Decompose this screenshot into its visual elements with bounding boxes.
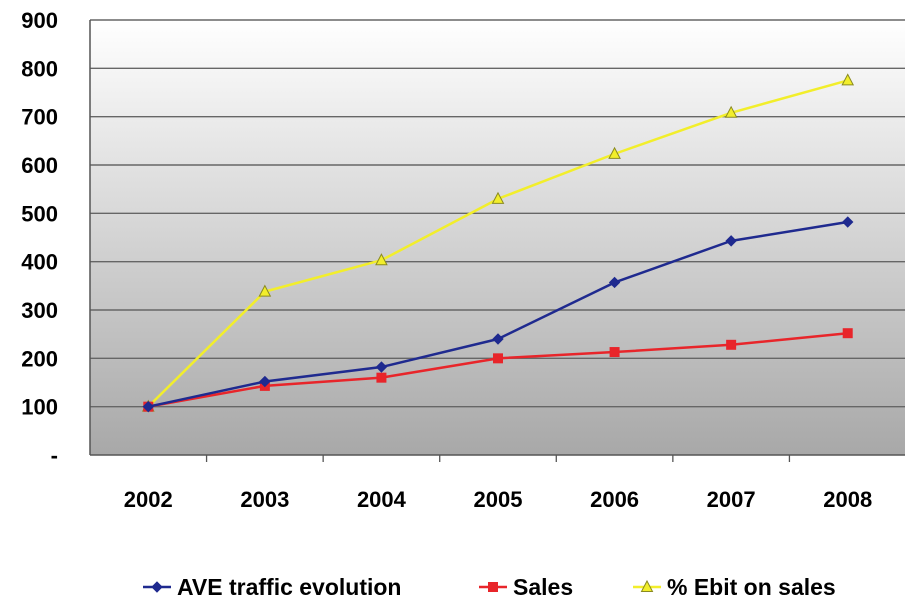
x-tick-label: 2004 [357, 487, 407, 512]
data-point [608, 146, 621, 159]
data-point [725, 235, 737, 247]
x-tick-label: 2008 [823, 487, 872, 512]
y-tick-label: 300 [21, 298, 58, 323]
data-point [608, 276, 621, 289]
data-point [842, 216, 854, 228]
data-point [841, 73, 855, 86]
data-point [142, 400, 154, 413]
y-tick-label: 200 [21, 346, 58, 371]
y-tick-label: 700 [21, 105, 58, 130]
legend-marker [151, 581, 163, 593]
data-point [609, 347, 620, 358]
legend-label: AVE traffic evolution [177, 574, 402, 600]
legend-label: Sales [513, 574, 573, 600]
data-point [375, 253, 388, 266]
x-tick-label: 2002 [124, 487, 173, 512]
x-tick-label: 2006 [590, 487, 639, 512]
axes [89, 20, 905, 462]
series-ave-traffic-evolution [142, 216, 854, 413]
data-point [724, 105, 738, 118]
legend-label: % Ebit on sales [667, 574, 836, 600]
series-ebit-on-sales [141, 73, 855, 412]
x-tick-label: 2005 [474, 487, 523, 512]
legend: AVE traffic evolution Sales % Ebit on sale… [143, 574, 836, 600]
y-tick-label: - [51, 443, 58, 468]
y-tick-label: 400 [21, 250, 58, 275]
x-tick-label: 2003 [240, 487, 289, 512]
x-axis-tick-labels: 2002 2003 2004 2005 2006 2007 2008 [124, 487, 872, 512]
plot-area [90, 20, 905, 455]
data-point [375, 361, 388, 373]
legend-item: % Ebit on sales [633, 574, 836, 600]
data-point [842, 328, 853, 339]
legend-marker [488, 582, 498, 592]
data-point [493, 353, 503, 364]
gridlines [90, 19, 905, 408]
data-point [492, 333, 504, 345]
legend-item: AVE traffic evolution [143, 574, 402, 600]
x-tick-label: 2007 [707, 487, 756, 512]
data-point [258, 284, 272, 297]
y-tick-label: 800 [21, 56, 58, 81]
y-axis-tick-labels: - 100 200 300 400 500 600 700 800 900 [21, 8, 58, 468]
data-point [376, 372, 387, 383]
series-lines [141, 73, 855, 413]
y-tick-label: 900 [21, 8, 58, 33]
legend-item: Sales [479, 574, 573, 600]
legend-marker [640, 579, 654, 592]
y-tick-label: 600 [21, 153, 58, 178]
data-point [491, 191, 505, 204]
data-point [726, 339, 737, 350]
y-tick-label: 500 [21, 201, 58, 226]
data-point [259, 375, 271, 388]
y-tick-label: 100 [21, 395, 58, 420]
